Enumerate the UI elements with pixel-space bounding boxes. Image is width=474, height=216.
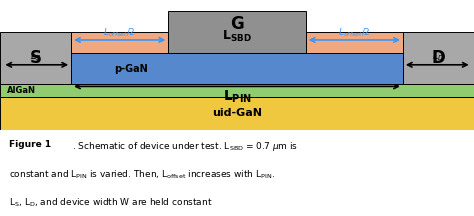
Text: p-GaN: p-GaN	[114, 64, 147, 74]
Text: S: S	[29, 49, 42, 67]
Bar	[71, 53, 403, 84]
Text: Figure 1: Figure 1	[9, 140, 52, 149]
Text: $\mathbf{L_{PIN}}$: $\mathbf{L_{PIN}}$	[222, 88, 252, 105]
Text: constant and L$_{\rm PIN}$ is varied. Then, L$_{\rm offset}$ increases with L$_{: constant and L$_{\rm PIN}$ is varied. Th…	[9, 168, 275, 181]
Bar	[0, 97, 474, 130]
Text: $\mathbf{L_{SBD}}$: $\mathbf{L_{SBD}}$	[222, 29, 252, 44]
Text: $L_D$: $L_D$	[432, 49, 445, 63]
Text: G: G	[230, 15, 244, 33]
Bar	[0, 84, 474, 97]
Text: AlGaN: AlGaN	[7, 86, 36, 95]
Text: $L_S$: $L_S$	[30, 49, 41, 63]
Text: uid-GaN: uid-GaN	[212, 108, 262, 118]
Bar	[168, 11, 306, 53]
Bar	[0, 32, 71, 84]
Text: $L_{offset}/2$: $L_{offset}/2$	[338, 26, 371, 39]
Bar	[71, 32, 403, 84]
Text: L$_{\rm S}$, L$_{\rm D}$, and device width W are held constant: L$_{\rm S}$, L$_{\rm D}$, and device wid…	[9, 197, 213, 210]
Text: $L_{offset}/2$: $L_{offset}/2$	[103, 26, 136, 39]
Text: D: D	[431, 49, 446, 67]
Text: . Schematic of device under test. L$_{\rm SBD}$ = 0.7 $\mu$m is: . Schematic of device under test. L$_{\r…	[72, 140, 299, 153]
Bar	[403, 32, 474, 84]
